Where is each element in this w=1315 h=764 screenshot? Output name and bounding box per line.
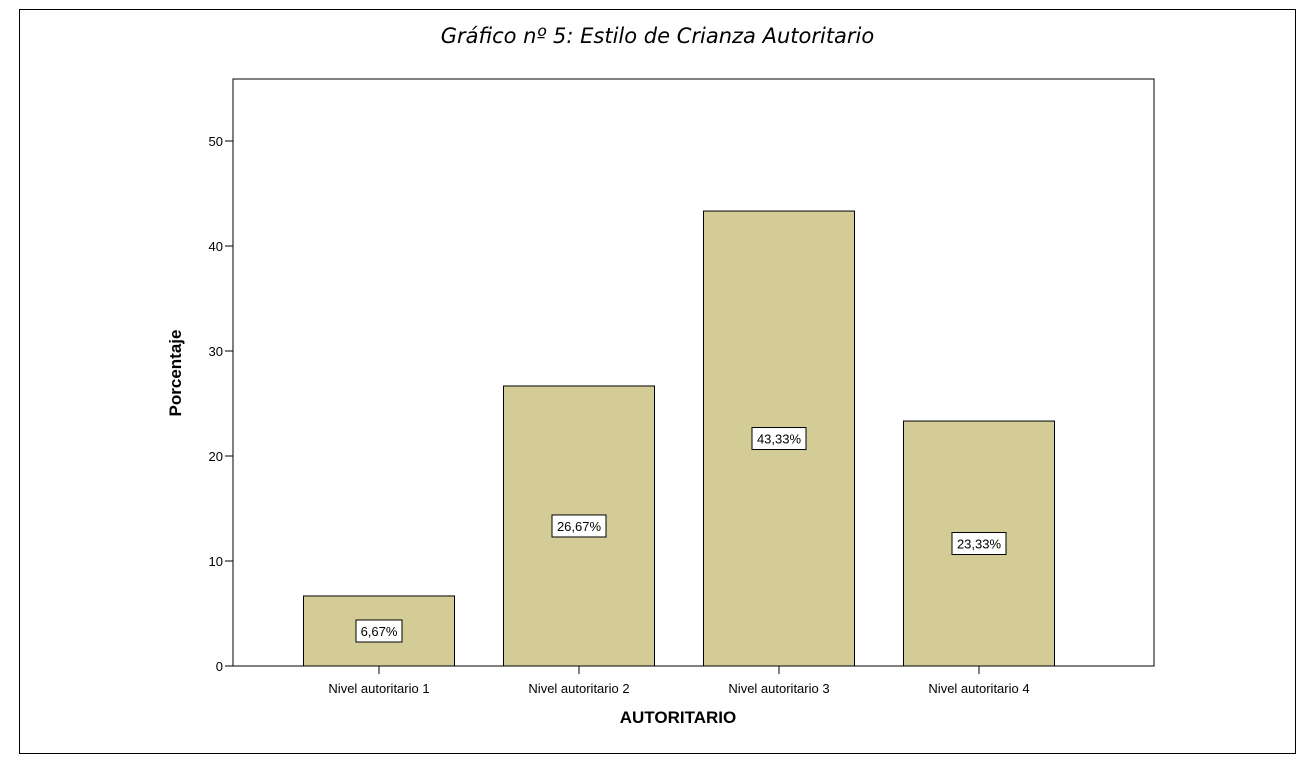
y-tick-label: 30 bbox=[209, 344, 223, 359]
x-tick-label: Nivel autoritario 1 bbox=[328, 681, 429, 696]
chart-title: Gráfico nº 5: Estilo de Crianza Autorita… bbox=[440, 24, 875, 48]
y-tick-label: 20 bbox=[209, 449, 223, 464]
data-label: 23,33% bbox=[957, 537, 1002, 552]
y-tick-label: 40 bbox=[209, 239, 223, 254]
data-label-box bbox=[751, 427, 807, 451]
x-axis-title: AUTORITARIO bbox=[620, 708, 736, 727]
data-label: 6,67% bbox=[361, 624, 398, 639]
x-tick-label: Nivel autoritario 2 bbox=[528, 681, 629, 696]
y-axis: 0 10 20 30 40 50 bbox=[209, 134, 233, 674]
data-label: 43,33% bbox=[757, 432, 802, 447]
y-tick-label: 10 bbox=[209, 554, 223, 569]
y-tick-label: 50 bbox=[209, 134, 223, 149]
y-tick-label: 0 bbox=[216, 659, 223, 674]
y-axis-title: Porcentaje bbox=[166, 330, 185, 417]
bars: 6,67% 26,67% 43,33% 23,33% bbox=[303, 210, 1055, 667]
data-label-box bbox=[551, 514, 607, 538]
x-axis: Nivel autoritario 1 Nivel autoritario 2 Ni… bbox=[233, 665, 1154, 696]
chart-frame bbox=[19, 9, 1296, 754]
x-tick-label: Nivel autoritario 4 bbox=[928, 681, 1029, 696]
data-label-box bbox=[355, 619, 403, 643]
data-label: 26,67% bbox=[557, 519, 602, 534]
data-label-box bbox=[951, 532, 1007, 556]
x-tick-label: Nivel autoritario 3 bbox=[728, 681, 829, 696]
